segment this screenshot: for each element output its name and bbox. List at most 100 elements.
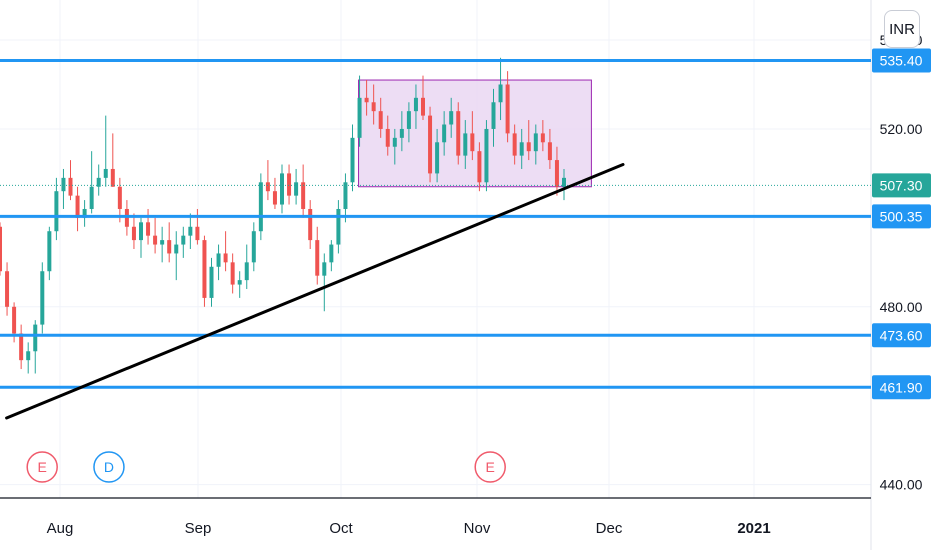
candle-body [0,226,2,272]
candle [350,124,355,192]
earnings-marker[interactable]: E [26,451,58,483]
candle-body [110,168,115,187]
candle-body [512,133,517,156]
candle-body [40,271,45,325]
range-box-layer [358,79,592,188]
last-price-tag-label: 507.30 [880,177,923,193]
dividend-marker[interactable]: D [93,451,125,483]
candle [470,111,475,161]
candle [562,168,566,201]
candle-body [237,280,242,285]
earnings-marker-circle [26,451,58,483]
candle-body [350,137,355,183]
candle [428,106,433,183]
price-tick-label: 480.00 [880,299,923,315]
candle [364,80,369,116]
candle [251,222,256,272]
candle-body [153,235,158,245]
candle [449,97,454,138]
candle [68,160,73,201]
candle [139,217,143,258]
candle-body [498,84,503,103]
candle [75,186,80,232]
level-tag-label: 461.90 [880,379,923,395]
time-axis: Aug Sep Oct Nov Dec 2021 [47,520,771,537]
candle [280,164,284,214]
candle-body [258,182,263,232]
candle [146,208,151,245]
candle [33,320,38,374]
candle [392,128,397,165]
price-tick-label: 520.00 [880,121,923,137]
level-tag-label: 473.60 [880,327,923,343]
candle [385,115,390,156]
earnings-marker-label: E [486,459,495,475]
candle-body [280,173,284,205]
candle-body [265,182,270,192]
candle [477,142,482,192]
candle [131,213,136,249]
candle [526,120,531,161]
candle [61,168,66,209]
candle-body [449,111,454,125]
candle [5,262,10,316]
candle [47,226,52,281]
candle [96,164,101,196]
candle [160,226,165,263]
last-price-tag-bg [872,173,931,198]
candle-body [385,128,390,147]
level-tag-bg [872,375,931,400]
time-tick-label: Oct [329,520,353,537]
candle [110,133,115,187]
candle-body [174,244,179,254]
candle [378,97,383,138]
earnings-marker-circle [474,451,506,483]
candle-body [223,253,228,263]
candle [399,111,404,152]
candle [26,342,31,374]
candle-body [209,266,214,298]
candle-body [392,137,397,147]
candle [272,177,277,209]
candle [435,128,440,183]
trendline[interactable] [5,163,625,420]
candle-body [421,97,425,116]
candle-body [5,271,10,307]
candle-body [308,208,313,241]
candle-body [456,111,461,156]
candle-body [230,262,235,285]
candle [371,84,376,125]
candle [308,200,313,249]
candle [498,57,503,121]
candle [202,235,207,307]
candle [167,222,172,263]
candle [456,102,461,165]
candle-body [12,306,17,334]
range-box[interactable] [358,79,592,188]
candle-body [103,168,108,178]
candle-body [484,128,489,183]
candle [491,88,496,147]
candle [442,111,447,156]
earnings-marker[interactable]: E [474,451,506,483]
candle-body [540,133,545,143]
currency-button[interactable]: INR [884,10,920,48]
candle-body [33,324,38,352]
candle [237,271,242,298]
candle [533,124,538,165]
candle [512,124,517,165]
candle-body [491,102,496,129]
candle-body [442,124,447,143]
candle-body [54,191,59,232]
horizontal-levels [0,58,871,389]
candle-body [533,133,538,152]
candle [40,262,45,334]
candle [188,213,193,249]
candle-body [378,111,383,129]
candle-body [251,231,256,263]
candle-body [357,97,362,138]
candle [216,244,221,281]
candle [223,231,228,272]
